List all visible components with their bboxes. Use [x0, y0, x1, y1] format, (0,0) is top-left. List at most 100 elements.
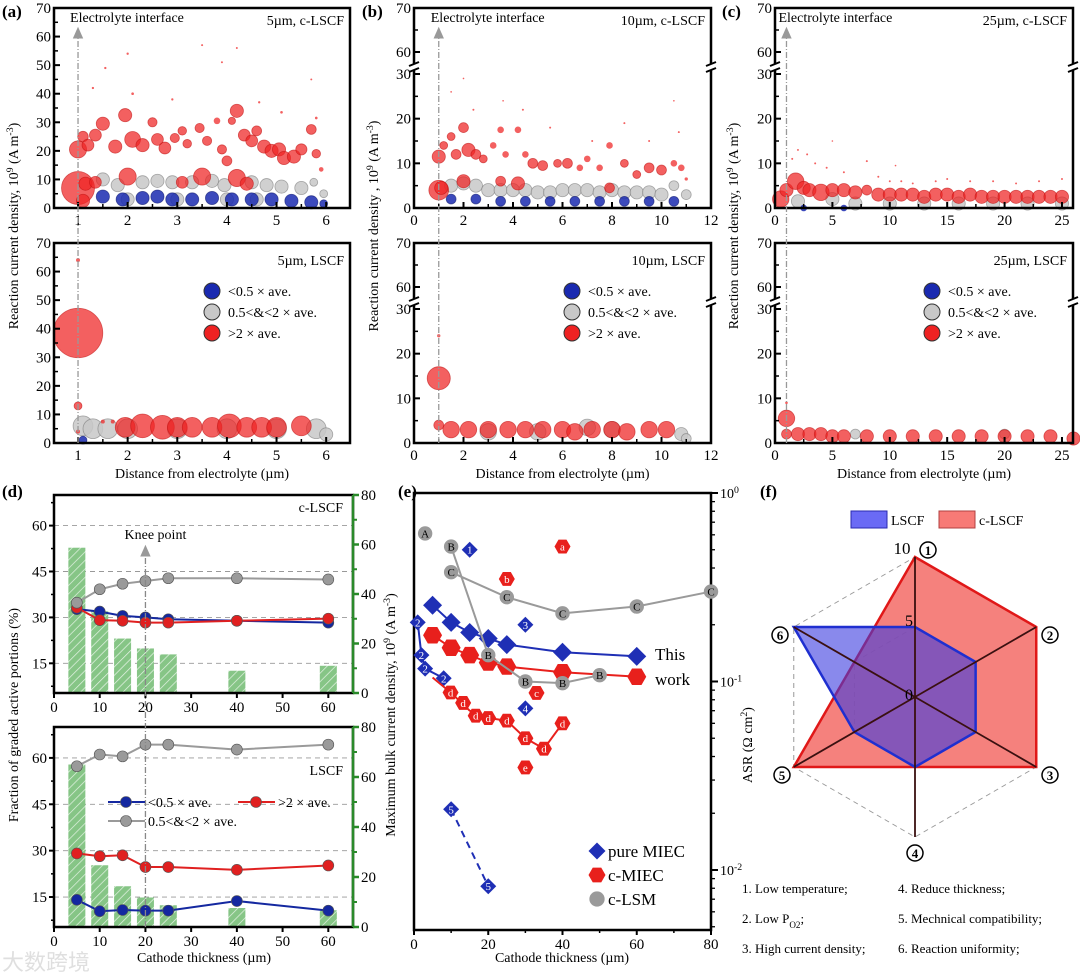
x-tick-label: 10	[882, 213, 897, 229]
series-line	[416, 622, 445, 680]
data-point-low	[205, 190, 220, 205]
data-point-high	[216, 144, 227, 155]
legend-label: <0.5 × ave.	[228, 285, 291, 300]
legend-label: pure MIEC	[608, 842, 685, 861]
subplot-title: 5µm, LSCF	[278, 254, 345, 269]
x-axis-label: Distance from electrolyte (µm)	[115, 467, 289, 482]
data-point-high	[175, 175, 189, 189]
data-point-mid	[580, 183, 595, 198]
axis-number-badge	[773, 766, 791, 784]
scale-label: 10	[894, 539, 911, 558]
point-label: C	[447, 567, 454, 579]
subplot-d-2: 15 30 45 60 0 20 40 60 80 0 10 20 30 40 50 60 LSCF	[32, 720, 376, 950]
x-axis-label: Distance from electrolyte (µm)	[837, 467, 1011, 482]
y-tick-label: 10	[396, 391, 411, 407]
axis-break-mark	[769, 67, 781, 73]
data-point-high	[576, 164, 584, 172]
data-point-high	[1060, 177, 1063, 180]
diamond-marker	[517, 700, 534, 717]
subplot-d-1: 15 30 45 60 0 20 40 60 80 0 10 20 30 40 50 60 c-LSCF	[32, 488, 376, 716]
point-label: 5	[486, 881, 492, 893]
axis-break	[1068, 64, 1078, 70]
y2-axis-label: Maximum bulk current density, 109 (A m-3…	[382, 593, 400, 837]
data-point-high	[280, 110, 283, 114]
x-tick-label: 2	[124, 213, 132, 229]
x-tick-label: 30	[184, 700, 199, 716]
point-label: 3	[523, 620, 529, 632]
x-tick-label: 6	[559, 213, 567, 229]
y-tick-label: 60	[396, 280, 411, 296]
diamond-marker	[497, 635, 517, 655]
x-tick-label: 25	[1054, 213, 1069, 229]
data-point-high	[489, 142, 497, 149]
data-point-high	[221, 155, 233, 167]
x-tick-label: 8	[608, 213, 616, 229]
x-tick-label: 5	[273, 213, 281, 229]
data-point-high	[900, 180, 903, 183]
x-tick-label: 0	[771, 448, 779, 464]
data-point-high	[678, 164, 685, 172]
y-tick-label: 10	[36, 407, 51, 423]
data-point-high	[974, 429, 989, 444]
data-point-high	[791, 157, 794, 160]
point-label: e	[523, 762, 528, 774]
point-label: 5	[448, 804, 454, 816]
data-point-high	[462, 77, 465, 80]
x-tick-label: 40	[229, 700, 244, 716]
diamond-marker	[417, 660, 434, 677]
y-tick-label: 70	[396, 1, 411, 17]
data-point-high	[239, 176, 254, 191]
series-point-low	[71, 893, 83, 906]
data-point-high	[537, 160, 549, 171]
x-tick-label: 50	[275, 700, 290, 716]
data-point-high	[603, 420, 621, 439]
data-point-high	[813, 427, 828, 442]
y2-tick-label: 60	[361, 538, 376, 554]
x-tick-label: 6	[322, 448, 330, 464]
series-line-high	[76, 852, 329, 871]
data-point-high	[905, 429, 920, 444]
data-point-high	[583, 420, 601, 439]
data-point-mid	[468, 178, 483, 193]
data-point-high	[295, 143, 308, 156]
series-point-mid	[231, 743, 243, 756]
data-point-high	[497, 126, 504, 134]
x-tick-label: 6	[322, 213, 330, 229]
data-point-high	[963, 187, 978, 202]
axis-number-badge	[1041, 626, 1059, 644]
data-point-low	[224, 192, 239, 207]
y-axis-label: Fraction of graded active portions (%)	[7, 608, 22, 823]
data-point-high	[620, 158, 629, 168]
data-point-high	[76, 258, 81, 263]
data-point-low	[594, 195, 605, 207]
point-label: d	[473, 711, 479, 723]
series-point-high	[231, 614, 243, 627]
y-tick-label: 0	[44, 201, 52, 217]
watermark: 大数跨境	[2, 950, 90, 972]
x-tick-label: 2	[460, 213, 468, 229]
data-point-low	[165, 192, 180, 207]
legend-marker-mid	[563, 303, 581, 321]
series-point-low	[322, 904, 335, 917]
axis-number-badge	[1041, 766, 1059, 784]
panel-label-b: (b)	[362, 2, 383, 21]
series-point-mid	[71, 760, 83, 773]
data-point-high	[534, 420, 552, 439]
x-tick-label: 10	[92, 700, 107, 716]
data-point-high	[618, 423, 636, 441]
circle-marker	[499, 590, 515, 605]
panel-label-c: (c)	[722, 2, 741, 21]
criterion-note: 5. Mechnical compatibility;	[898, 911, 1042, 926]
subplot-title: 25µm, LSCF	[994, 254, 1068, 269]
data-point-high	[632, 170, 642, 179]
x-tick-label: 20	[997, 448, 1012, 464]
y-tick-label: 30	[757, 67, 772, 83]
data-point-high	[245, 134, 259, 148]
point-label: B	[559, 678, 566, 690]
data-point-high	[135, 138, 150, 153]
data-point-high	[81, 138, 95, 152]
data-point-high	[502, 151, 509, 158]
data-point-high	[940, 187, 955, 202]
subplot-title: LSCF	[310, 764, 344, 779]
